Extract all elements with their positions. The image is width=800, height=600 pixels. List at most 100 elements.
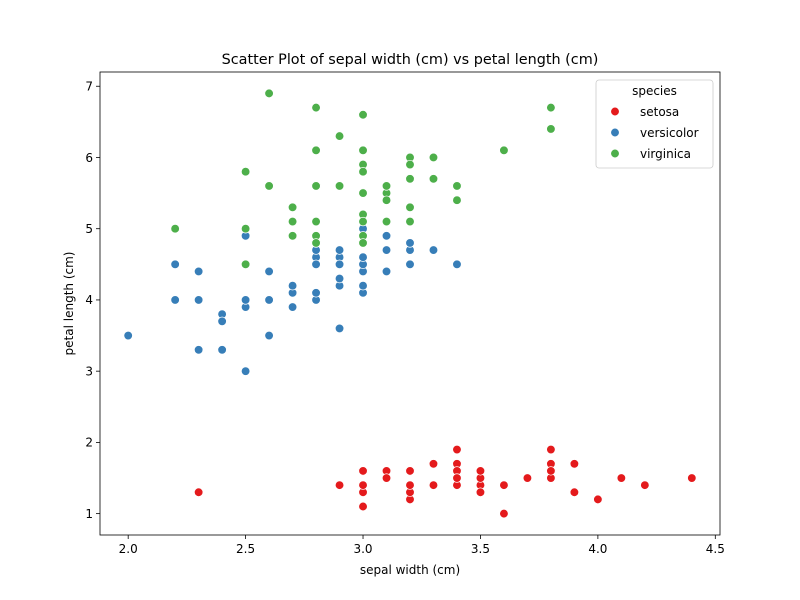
data-point-virginica-18 bbox=[264, 88, 274, 99]
y-tick-label: 6 bbox=[85, 151, 93, 165]
data-point-virginica-6 bbox=[240, 259, 251, 269]
data-point-versicolor-49 bbox=[311, 288, 321, 298]
data-point-versicolor-39 bbox=[240, 295, 251, 305]
data-point-setosa-13 bbox=[358, 501, 368, 512]
data-point-setosa-48 bbox=[522, 473, 533, 483]
data-point-versicolor-41 bbox=[358, 252, 368, 262]
data-point-versicolor-2 bbox=[381, 231, 392, 241]
x-axis-label: sepal width (cm) bbox=[360, 563, 460, 577]
data-point-versicolor-28 bbox=[334, 259, 345, 269]
y-tick-label: 7 bbox=[85, 80, 93, 94]
data-point-virginica-35 bbox=[358, 145, 368, 156]
data-point-versicolor-47 bbox=[334, 273, 345, 284]
data-point-versicolor-36 bbox=[381, 245, 392, 255]
data-point-setosa-44 bbox=[546, 444, 556, 455]
data-point-virginica-22 bbox=[311, 102, 321, 113]
x-tick-label: 4.0 bbox=[588, 542, 607, 556]
data-point-virginica-3 bbox=[334, 181, 345, 191]
data-point-versicolor-15 bbox=[381, 266, 392, 277]
data-point-versicolor-1 bbox=[405, 259, 415, 269]
legend-marker-versicolor bbox=[610, 127, 620, 138]
data-point-virginica-48 bbox=[452, 195, 462, 205]
legend-title: species bbox=[632, 84, 677, 98]
data-point-versicolor-32 bbox=[287, 302, 298, 312]
legend-marker-setosa bbox=[610, 106, 620, 117]
y-tick-label: 4 bbox=[85, 293, 93, 307]
y-tick-label: 1 bbox=[85, 507, 93, 521]
data-point-setosa-33 bbox=[640, 480, 650, 490]
data-point-setosa-46 bbox=[546, 466, 556, 476]
legend: species setosa versicolor virginica bbox=[595, 79, 714, 169]
data-point-virginica-29 bbox=[358, 167, 368, 177]
data-point-versicolor-7 bbox=[217, 345, 227, 355]
data-point-versicolor-18 bbox=[170, 259, 180, 269]
data-point-virginica-11 bbox=[287, 202, 298, 212]
data-point-versicolor-48 bbox=[240, 366, 251, 376]
data-point-setosa-43 bbox=[475, 466, 486, 476]
data-point-virginica-42 bbox=[287, 216, 298, 227]
data-point-virginica-44 bbox=[428, 174, 439, 184]
data-point-virginica-17 bbox=[546, 102, 556, 113]
data-point-setosa-37 bbox=[499, 480, 509, 490]
data-point-virginica-7 bbox=[334, 131, 345, 141]
data-point-versicolor-43 bbox=[193, 345, 204, 355]
legend-marker-virginica bbox=[610, 148, 620, 159]
data-point-versicolor-35 bbox=[452, 259, 462, 269]
data-point-virginica-46 bbox=[240, 224, 251, 234]
data-point-virginica-31 bbox=[546, 124, 556, 134]
data-point-virginica-32 bbox=[311, 181, 321, 191]
data-point-virginica-49 bbox=[358, 216, 368, 227]
data-point-virginica-30 bbox=[311, 145, 321, 156]
data-point-virginica-36 bbox=[452, 181, 462, 191]
data-point-versicolor-40 bbox=[264, 266, 274, 277]
data-point-virginica-20 bbox=[405, 174, 415, 184]
x-tick-label: 3.0 bbox=[353, 542, 372, 556]
data-point-virginica-41 bbox=[381, 216, 392, 227]
data-point-versicolor-3 bbox=[193, 295, 204, 305]
data-point-virginica-33 bbox=[311, 216, 321, 227]
data-point-versicolor-12 bbox=[170, 295, 180, 305]
data-point-setosa-41 bbox=[193, 487, 204, 497]
data-point-setosa-32 bbox=[616, 473, 627, 483]
axes-frame bbox=[99, 71, 721, 536]
data-point-virginica-43 bbox=[405, 159, 415, 170]
data-point-versicolor-10 bbox=[123, 330, 133, 341]
data-point-virginica-16 bbox=[358, 188, 368, 198]
data-point-setosa-23 bbox=[428, 459, 439, 469]
x-tick-label: 3.5 bbox=[471, 542, 490, 556]
data-point-virginica-5 bbox=[358, 110, 368, 120]
data-point-versicolor-14 bbox=[334, 323, 345, 334]
data-point-setosa-15 bbox=[687, 473, 697, 483]
data-point-versicolor-29 bbox=[264, 330, 274, 341]
x-axis-ticks: 2.0 2.5 3.0 3.5 4.0 4.5 bbox=[119, 535, 725, 556]
series-virginica bbox=[170, 88, 556, 269]
data-point-versicolor-37 bbox=[193, 266, 204, 277]
data-point-versicolor-45 bbox=[358, 281, 368, 291]
data-point-versicolor-20 bbox=[405, 238, 415, 248]
data-points bbox=[123, 88, 697, 519]
legend-label-versicolor: versicolor bbox=[640, 126, 699, 140]
data-point-setosa-47 bbox=[405, 480, 415, 490]
data-point-setosa-40 bbox=[475, 487, 486, 497]
series-setosa bbox=[193, 444, 697, 519]
data-point-virginica-10 bbox=[405, 216, 415, 227]
data-point-virginica-38 bbox=[358, 238, 368, 248]
data-point-setosa-45 bbox=[358, 480, 368, 490]
data-point-virginica-34 bbox=[264, 181, 274, 191]
data-point-virginica-8 bbox=[240, 167, 251, 177]
y-tick-label: 3 bbox=[85, 364, 93, 378]
data-point-virginica-15 bbox=[405, 202, 415, 212]
data-point-setosa-14 bbox=[593, 494, 603, 505]
data-point-setosa-5 bbox=[569, 459, 580, 469]
y-tick-label: 2 bbox=[85, 436, 93, 450]
data-point-virginica-9 bbox=[499, 145, 509, 156]
y-axis-label: petal length (cm) bbox=[62, 252, 76, 356]
data-point-setosa-16 bbox=[569, 487, 580, 497]
data-point-virginica-0 bbox=[428, 152, 439, 163]
data-point-virginica-26 bbox=[311, 238, 321, 248]
data-point-versicolor-42 bbox=[264, 295, 274, 305]
series-versicolor bbox=[123, 216, 462, 376]
data-point-versicolor-44 bbox=[287, 281, 298, 291]
legend-label-virginica: virginica bbox=[640, 147, 691, 161]
